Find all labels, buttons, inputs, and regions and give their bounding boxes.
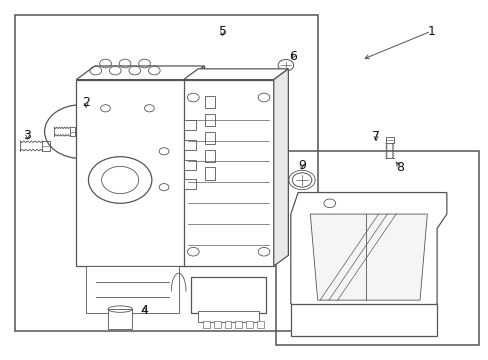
Text: 9: 9 xyxy=(298,159,305,172)
Text: 5: 5 xyxy=(218,25,226,38)
Bar xyxy=(256,321,263,328)
Text: 6: 6 xyxy=(289,50,297,63)
Bar xyxy=(190,277,266,313)
Bar xyxy=(70,127,75,136)
Text: 8: 8 xyxy=(396,161,404,174)
Bar xyxy=(42,141,50,151)
Polygon shape xyxy=(310,214,427,300)
Bar xyxy=(245,321,252,328)
Text: 1: 1 xyxy=(427,25,434,38)
Bar xyxy=(183,140,195,150)
Bar xyxy=(86,266,178,313)
Bar xyxy=(108,309,132,329)
Polygon shape xyxy=(185,66,204,266)
Bar xyxy=(203,321,209,328)
Bar xyxy=(235,321,242,328)
Bar xyxy=(276,151,478,345)
Bar xyxy=(15,15,317,330)
Bar xyxy=(385,137,393,143)
Polygon shape xyxy=(273,69,288,266)
Polygon shape xyxy=(290,193,446,313)
Bar xyxy=(204,96,215,108)
Polygon shape xyxy=(183,69,288,80)
Bar xyxy=(204,167,215,180)
Bar xyxy=(213,321,220,328)
Bar xyxy=(204,114,215,126)
Bar xyxy=(204,149,215,162)
Text: 2: 2 xyxy=(82,96,90,109)
Text: 7: 7 xyxy=(371,130,379,144)
Bar xyxy=(198,311,259,321)
Bar xyxy=(204,132,215,144)
Bar xyxy=(224,321,231,328)
Bar xyxy=(183,159,195,170)
Text: 4: 4 xyxy=(141,305,148,318)
Polygon shape xyxy=(76,66,204,80)
Polygon shape xyxy=(290,304,436,336)
Bar xyxy=(183,179,195,189)
Bar xyxy=(183,120,195,130)
Text: 3: 3 xyxy=(23,129,31,142)
Bar xyxy=(183,80,273,266)
Bar xyxy=(76,80,185,266)
